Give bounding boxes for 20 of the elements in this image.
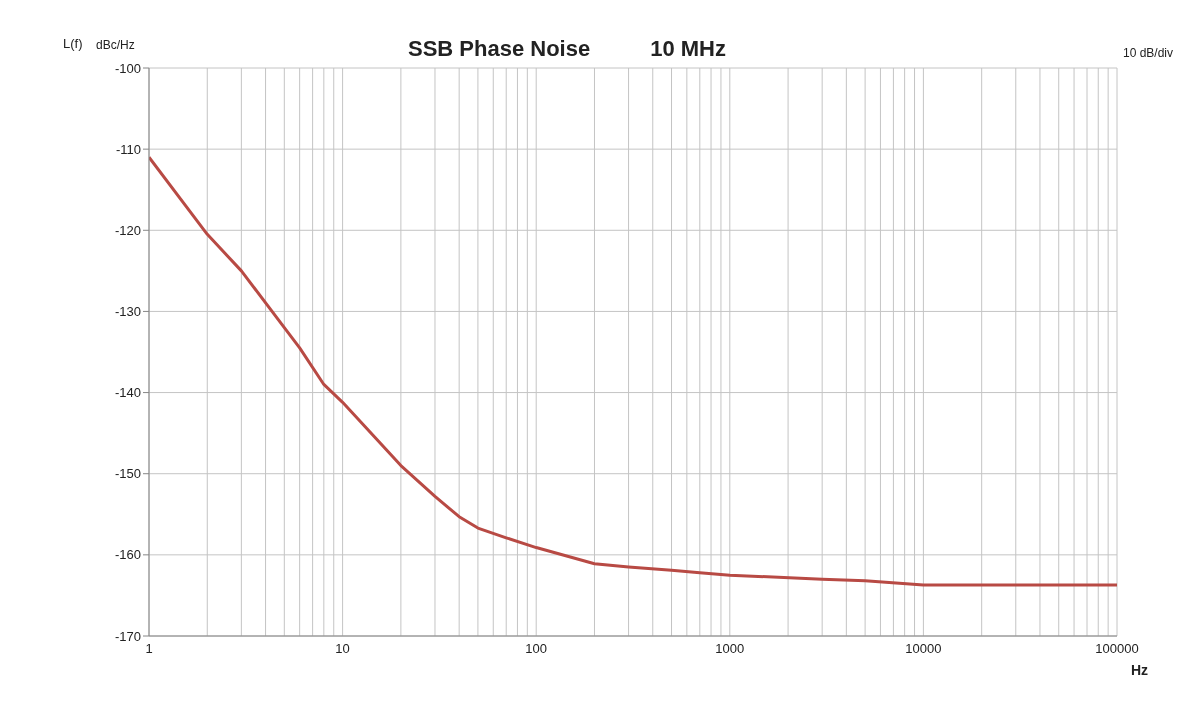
x-tick-label: 100000 — [1095, 641, 1139, 657]
x-tick-label: 10 — [335, 641, 350, 657]
x-tick-label: 1 — [145, 641, 153, 657]
y-tick-label: -140 — [114, 385, 141, 401]
y-axis-title: L(f) — [63, 36, 83, 51]
y-tick-label: -160 — [114, 547, 141, 563]
text: 10 dB/div — [1122, 46, 1173, 60]
x-tick-label: 10000 — [905, 641, 942, 657]
chart-title: SSB Phase Noise — [408, 36, 591, 61]
y-tick-label: -170 — [114, 628, 141, 644]
x-tick-label: 1000 — [715, 641, 745, 657]
x-axis-title: Hz — [1131, 662, 1149, 678]
y-tick-label: -120 — [114, 222, 141, 238]
y-tick-label: -130 — [114, 304, 141, 320]
y-tick-label: -150 — [114, 466, 141, 482]
y-tick-label: -110 — [115, 141, 141, 157]
x-tick-label: 100 — [525, 641, 548, 657]
y-tick-label: -100 — [114, 60, 141, 76]
chart-subtitle: 10 MHz — [650, 36, 726, 61]
text: dBc/Hz — [96, 38, 135, 52]
